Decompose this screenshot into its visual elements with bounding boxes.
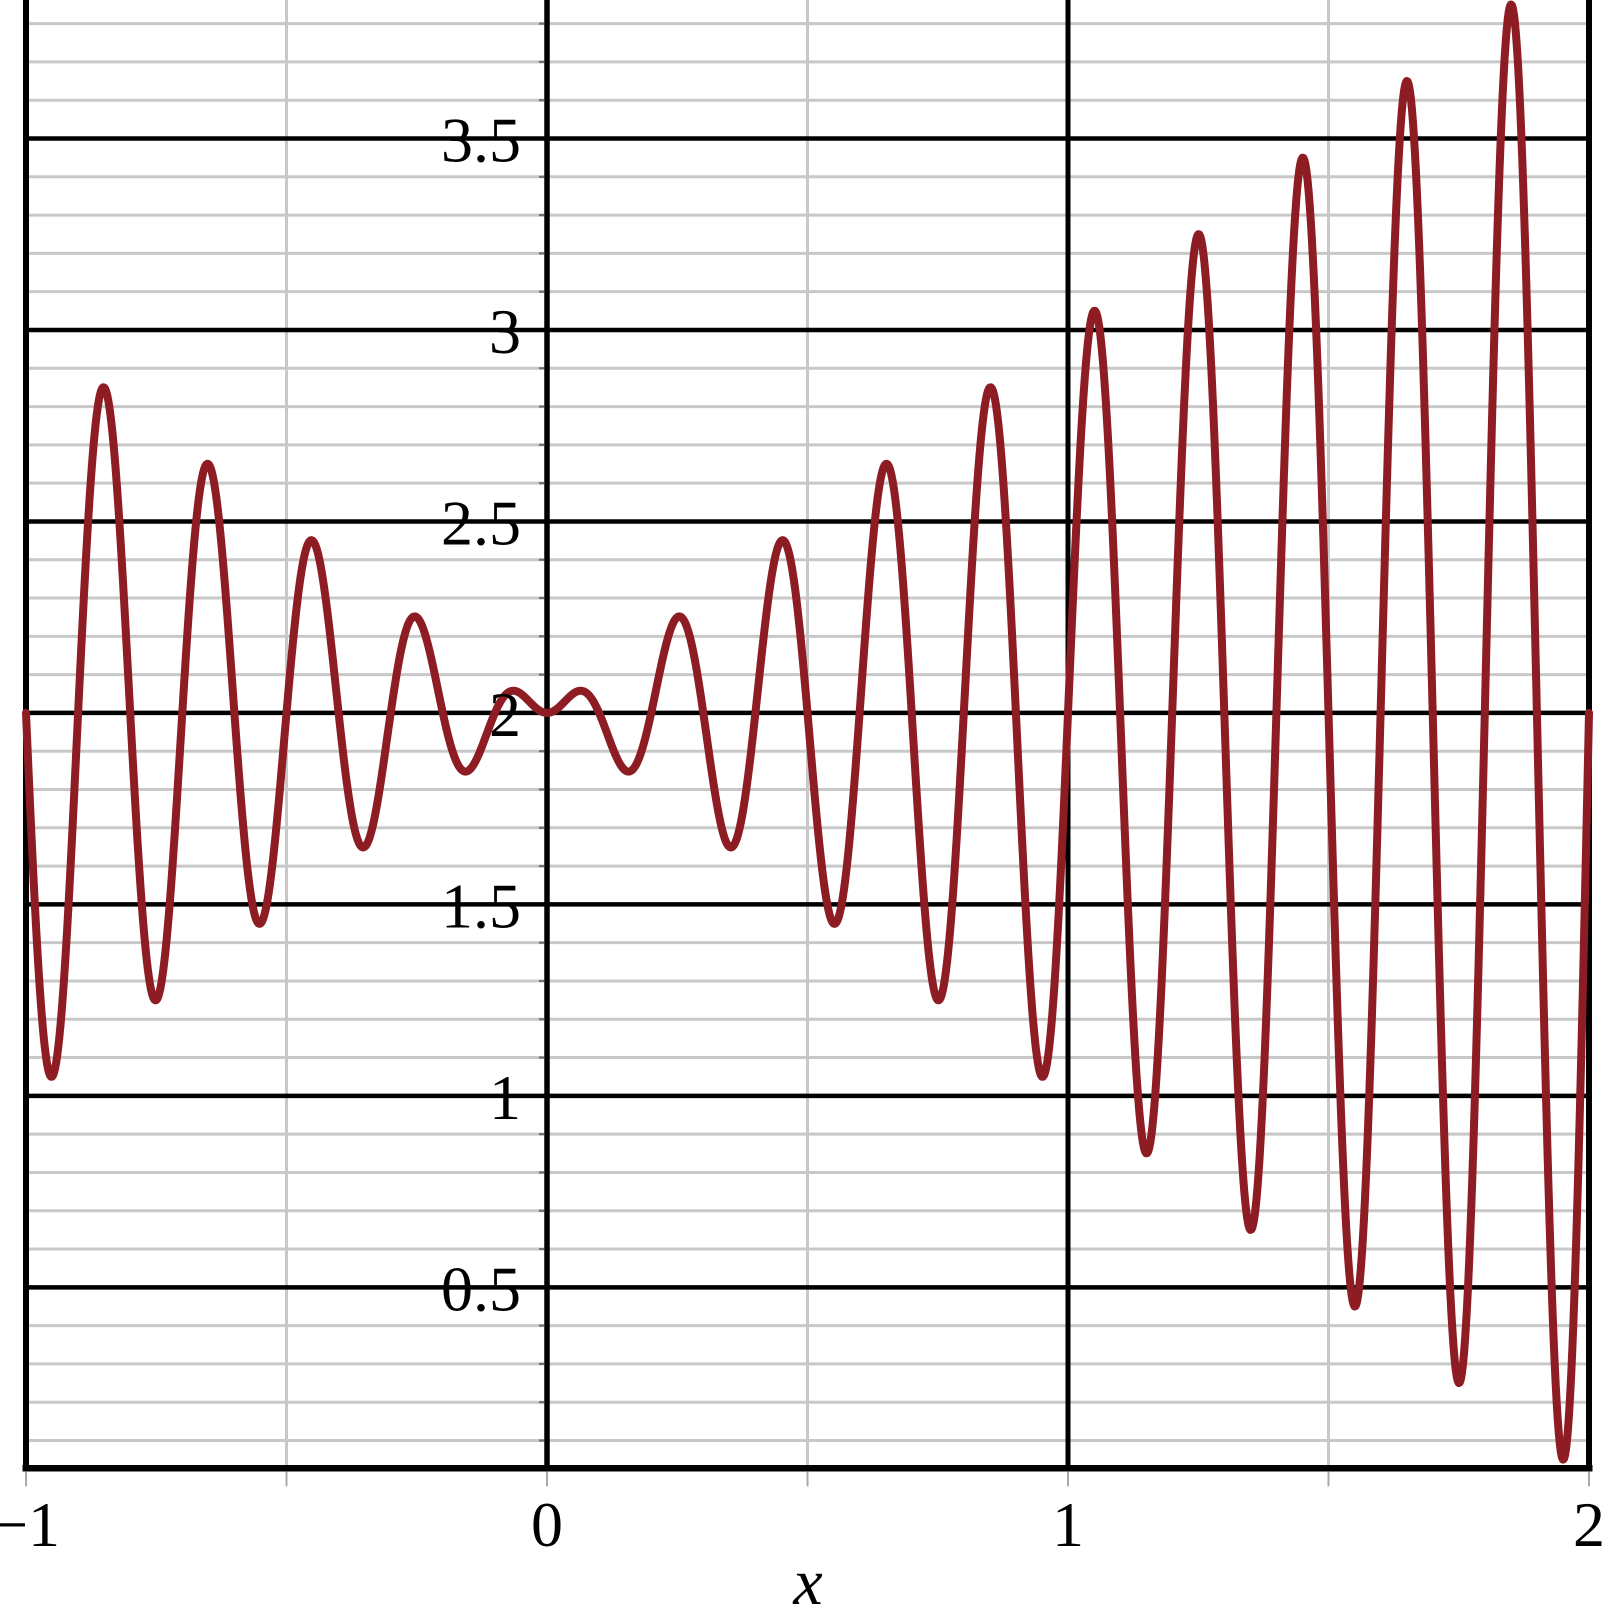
function-curve bbox=[22, 0, 1593, 1464]
y-tick-label: 2.5 bbox=[441, 487, 521, 558]
y-tick-label: 2 bbox=[489, 679, 521, 750]
x-tick-label: −1 bbox=[0, 1489, 60, 1560]
x-tick-label: 0 bbox=[531, 1489, 563, 1560]
plot-layers: 3.5 3 2.5 2 1.5 1 0.5 −1 0 1 2 bbox=[0, 0, 1605, 1560]
y-tick-label: 1 bbox=[489, 1062, 521, 1133]
x-tick-label: 1 bbox=[1052, 1489, 1084, 1560]
x-tick-label: 2 bbox=[1573, 1489, 1605, 1560]
y-tick-label: 3 bbox=[489, 296, 521, 367]
y-tick-label: 1.5 bbox=[441, 870, 521, 941]
y-tick-label: 3.5 bbox=[441, 105, 521, 176]
y-tick-label: 0.5 bbox=[441, 1253, 521, 1324]
x-axis-title: x bbox=[792, 1546, 822, 1608]
